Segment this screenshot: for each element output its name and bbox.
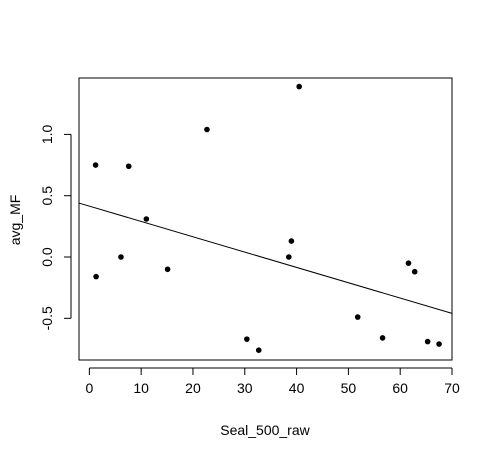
data-point [93,273,99,280]
x-tick-label: 30 [237,380,253,396]
x-tick-label: 0 [85,380,93,396]
x-axis: 0 10 20 30 40 50 60 70 [85,367,460,396]
data-point [379,335,386,341]
data-point [92,162,99,168]
y-axis: -0.5 0.0 0.5 1.0 [39,124,72,330]
data-point [164,266,171,273]
data-point [288,238,295,244]
x-tick-label: 50 [341,380,357,396]
y-tick-label: 0.5 [39,186,55,206]
x-tick-label: 10 [133,380,149,396]
data-point [255,347,262,353]
x-axis-label: Seal_500_raw [220,422,310,438]
data-point [354,314,361,320]
data-point [204,126,210,133]
x-tick-label: 60 [392,380,408,396]
data-point [143,216,150,222]
data-point [118,254,124,260]
y-tick-label: 1.0 [39,124,55,144]
y-tick-label: -0.5 [39,306,55,330]
data-point [411,268,418,275]
x-tick-label: 70 [444,380,460,396]
data-point [286,254,292,260]
data-point [436,341,442,347]
data-point [424,338,431,345]
y-tick-label: 0.0 [39,247,55,267]
plot-box [78,77,453,361]
data-points [92,83,442,353]
plot-frame [78,77,453,361]
data-point [405,260,412,266]
regression-line-group [78,202,453,314]
regression-line [78,202,453,314]
x-tick-label: 20 [185,380,201,396]
data-point [244,336,250,342]
y-axis-label: avg_MF [7,195,23,246]
x-tick-label: 40 [289,380,305,396]
data-point [296,83,302,90]
data-point [125,163,132,170]
